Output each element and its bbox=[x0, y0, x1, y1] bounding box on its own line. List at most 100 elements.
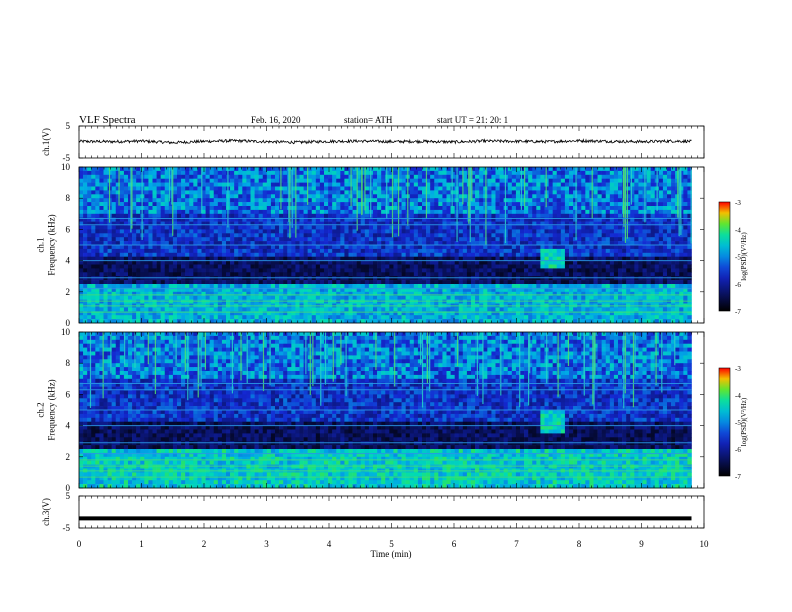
spectrogram-cell bbox=[422, 170, 427, 176]
spectrogram-cell bbox=[217, 209, 223, 215]
spectrogram-cell bbox=[217, 182, 223, 187]
spectrogram-cell bbox=[172, 182, 178, 187]
spectrogram-cell bbox=[87, 167, 92, 172]
spectrogram-cell bbox=[466, 284, 472, 289]
spectrogram-cell bbox=[177, 248, 182, 254]
spectrogram-cell bbox=[352, 167, 357, 172]
spectrogram-cell bbox=[507, 307, 513, 312]
spectrogram-cell bbox=[393, 206, 398, 211]
spectrogram-cell bbox=[136, 194, 141, 199]
spectrogram-cell bbox=[503, 268, 509, 273]
spectrogram-cell bbox=[385, 213, 390, 218]
spectrogram-cell bbox=[536, 276, 541, 281]
spectrogram-cell bbox=[389, 174, 394, 179]
spectrogram-cell bbox=[213, 299, 219, 304]
spectrogram-cell bbox=[230, 307, 235, 312]
spectrogram-cell bbox=[385, 233, 390, 238]
spectrogram-cell bbox=[360, 186, 366, 191]
spectrogram-cell bbox=[226, 272, 231, 277]
spectrogram-cell bbox=[544, 217, 549, 222]
spectrogram-cell bbox=[168, 276, 174, 281]
spectrogram-cell bbox=[99, 284, 104, 289]
spectrogram-cell bbox=[385, 206, 390, 211]
spectrogram-cell bbox=[168, 311, 174, 316]
spectrogram-cell bbox=[507, 190, 513, 195]
spectrogram-cell bbox=[160, 229, 166, 234]
spectrogram-cell bbox=[83, 256, 88, 261]
spectrogram-cell bbox=[507, 284, 513, 289]
spectrogram-cell bbox=[544, 311, 549, 316]
spectrogram-cell bbox=[336, 299, 341, 304]
spectrogram-cell bbox=[520, 260, 525, 265]
spectrogram-cell bbox=[340, 170, 345, 176]
spectrogram-cell bbox=[250, 209, 255, 215]
spectrogram-cell bbox=[356, 252, 362, 257]
spectrogram-cell bbox=[556, 291, 562, 296]
spectrogram-cell bbox=[332, 198, 337, 203]
spectrogram-cell bbox=[213, 315, 219, 320]
spectrogram-cell bbox=[128, 174, 133, 179]
spectrogram-cell bbox=[381, 233, 386, 238]
spectrogram-cell bbox=[319, 268, 325, 273]
spectrogram-cell bbox=[532, 217, 537, 222]
spectrogram-cell bbox=[205, 268, 210, 273]
spectrogram-cell bbox=[511, 248, 517, 254]
spectrogram-cell bbox=[136, 284, 141, 289]
spectrogram-cell bbox=[393, 287, 398, 293]
spectrogram-cell bbox=[528, 209, 533, 215]
spectrogram-cell bbox=[128, 198, 133, 203]
spectrogram-cell bbox=[303, 287, 308, 293]
spectrogram-cell bbox=[148, 225, 153, 230]
spectrogram-cell bbox=[324, 268, 329, 273]
spectrogram-cell bbox=[397, 245, 402, 250]
spectrogram-cell bbox=[409, 315, 415, 320]
spectrogram-cell bbox=[340, 198, 345, 203]
spectrogram-cell bbox=[234, 213, 239, 218]
spectrogram-cell bbox=[560, 284, 566, 289]
spectrogram-cell bbox=[385, 311, 390, 316]
spectrogram-cell bbox=[119, 272, 125, 277]
spectrogram-cell bbox=[368, 264, 374, 269]
spectrogram-cell bbox=[87, 221, 92, 226]
spectrogram-cell bbox=[487, 233, 492, 238]
spectrogram-cell bbox=[234, 202, 239, 207]
spectrogram-cell bbox=[193, 225, 198, 230]
spectrogram-cell bbox=[128, 221, 133, 226]
spectrogram-cell bbox=[177, 229, 182, 234]
spectrogram-cell bbox=[548, 217, 553, 222]
spectrogram-cell bbox=[213, 245, 219, 250]
spectrogram-cell bbox=[275, 311, 280, 316]
spectrogram-cell bbox=[95, 225, 100, 230]
spectrogram-cell bbox=[115, 256, 121, 261]
spectrogram-cell bbox=[238, 295, 243, 300]
spectrogram-cell bbox=[487, 221, 492, 226]
spectrogram-cell bbox=[119, 190, 125, 195]
spectrogram-cell bbox=[242, 167, 247, 172]
spectrogram-cell bbox=[524, 280, 529, 285]
spectrogram-cell bbox=[442, 202, 447, 207]
spectrogram-cell bbox=[95, 198, 100, 203]
spectrogram-cell bbox=[258, 287, 264, 293]
spectrogram-cell bbox=[515, 276, 521, 281]
spectrogram-cell bbox=[340, 186, 345, 191]
spectrogram-cell bbox=[507, 174, 513, 179]
spectrogram-cell bbox=[221, 182, 227, 187]
spectrogram-cell bbox=[520, 311, 525, 316]
spectrogram-cell bbox=[275, 264, 280, 269]
spectrogram-cell bbox=[360, 225, 366, 230]
spectrogram-cell bbox=[560, 186, 566, 191]
spectrogram-cell bbox=[328, 233, 333, 238]
spectrogram-cell bbox=[209, 233, 215, 238]
spectrogram-cell bbox=[475, 217, 480, 222]
spectrogram-cell bbox=[544, 295, 549, 300]
spectrogram-cell bbox=[413, 307, 419, 312]
spectrogram-cell bbox=[560, 241, 566, 246]
spectrogram-cell bbox=[319, 264, 325, 269]
spectrogram-cell bbox=[307, 190, 313, 195]
spectrogram-cell bbox=[532, 295, 537, 300]
spectrogram-cell bbox=[262, 256, 268, 261]
spectrogram-cell bbox=[303, 170, 308, 176]
spectrogram-cell bbox=[254, 291, 259, 296]
spectrogram-cell bbox=[479, 186, 484, 191]
spectrogram-cell bbox=[552, 174, 558, 179]
